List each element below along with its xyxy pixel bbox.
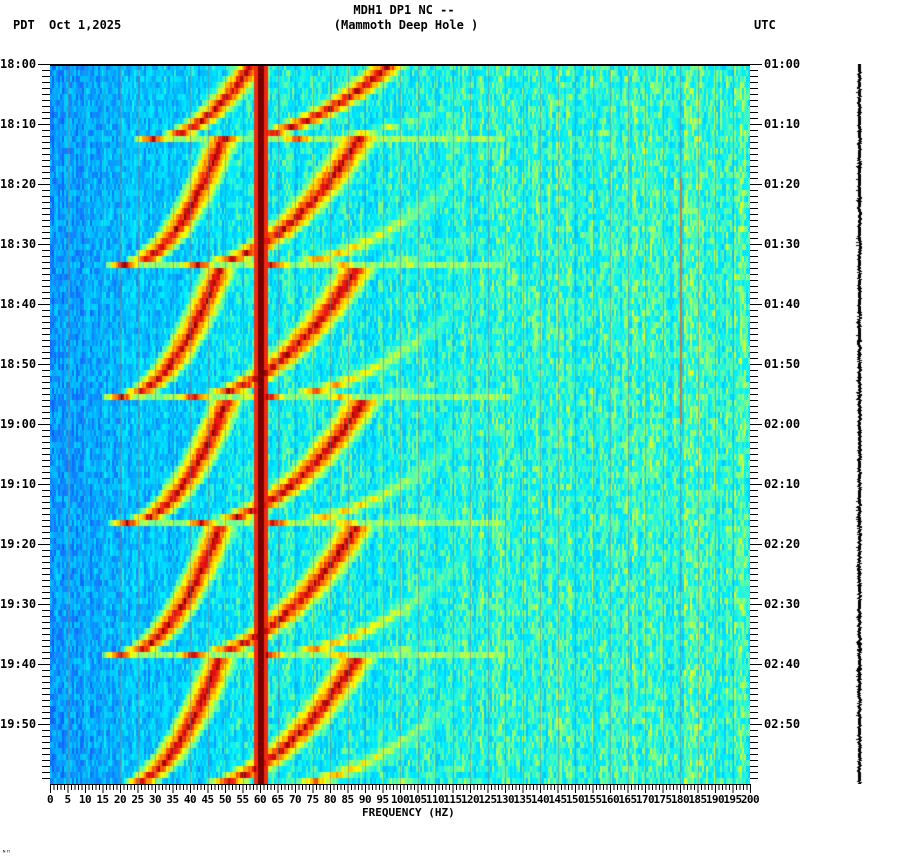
x-tick-label: 55 (236, 793, 249, 806)
x-tick-label: 45 (201, 793, 214, 806)
y-tick-label-left: 19:40 (0, 657, 37, 671)
x-tick-label: 40 (183, 793, 197, 806)
y-tick-label-right: 02:40 (764, 657, 801, 671)
x-tick-label: 5 (64, 793, 71, 806)
y-tick-label-left: 18:40 (0, 297, 37, 311)
y-tick-label-left: 18:00 (0, 57, 37, 71)
x-tick-label: 30 (148, 793, 162, 806)
y-tick-label-right: 02:10 (764, 477, 801, 491)
y-tick-label-right: 01:50 (764, 357, 801, 371)
x-tick-label: 60 (253, 793, 267, 806)
x-tick-label: 115 (443, 793, 462, 806)
x-tick-label: 145 (548, 793, 567, 806)
right-timezone-label: UTC (754, 18, 776, 32)
x-tick-label: 160 (600, 793, 620, 806)
x-tick-label: 190 (705, 793, 725, 806)
x-tick-label: 185 (688, 793, 707, 806)
y-tick-label-right: 01:30 (764, 237, 801, 251)
x-tick-label: 0 (46, 793, 54, 806)
y-tick-label-right: 01:40 (764, 297, 801, 311)
x-tick-label: 155 (583, 793, 602, 806)
y-tick-label-right: 02:20 (764, 537, 801, 551)
x-tick-label: 85 (341, 793, 354, 806)
y-tick-label-right: 02:50 (764, 717, 801, 731)
x-tick-label: 25 (131, 793, 144, 806)
x-tick-label: 125 (478, 793, 497, 806)
x-tick-label: 200 (740, 793, 760, 806)
x-tick-label: 80 (323, 793, 337, 806)
x-tick-label: 15 (96, 793, 109, 806)
x-tick-label: 140 (530, 793, 550, 806)
x-tick-label: 75 (306, 793, 319, 806)
y-tick-label-left: 18:30 (0, 237, 37, 251)
x-tick-label: 165 (618, 793, 637, 806)
x-tick-label: 35 (166, 793, 179, 806)
x-tick-label: 150 (565, 793, 585, 806)
y-tick-label-left: 19:50 (0, 717, 37, 731)
x-tick-label: 90 (358, 793, 372, 806)
x-tick-label: 50 (218, 793, 232, 806)
spectrogram-canvas (50, 64, 750, 784)
y-tick-label-right: 01:20 (764, 177, 801, 191)
station-title: MDH1 DP1 NC -- (353, 3, 455, 17)
y-tick-label-left: 19:30 (0, 597, 37, 611)
x-tick-label: 175 (653, 793, 672, 806)
x-tick-label: 70 (288, 793, 302, 806)
x-tick-label: 180 (670, 793, 690, 806)
x-tick-label: 105 (408, 793, 427, 806)
y-tick-label-right: 01:00 (764, 57, 801, 71)
y-tick-label-right: 01:10 (764, 117, 801, 131)
x-tick-label: 110 (425, 793, 445, 806)
x-tick-label: 170 (635, 793, 655, 806)
x-tick-label: 20 (113, 793, 127, 806)
x-tick-label: 100 (390, 793, 410, 806)
y-tick-label-left: 19:20 (0, 537, 37, 551)
y-tick-label-right: 02:30 (764, 597, 801, 611)
x-tick-label: 130 (495, 793, 515, 806)
x-tick-label: 135 (513, 793, 532, 806)
y-tick-label-left: 18:10 (0, 117, 37, 131)
footer-mark: ᴺᴴ (2, 849, 11, 857)
y-tick-label-left: 19:00 (0, 417, 37, 431)
seismogram-trace (850, 64, 870, 784)
date-label: Oct 1,2025 (49, 18, 122, 32)
y-tick-label-left: 18:50 (0, 357, 37, 371)
spectrogram-plot (50, 64, 750, 784)
y-tick-label-left: 18:20 (0, 177, 37, 191)
x-tick-label: 10 (78, 793, 92, 806)
station-name: (Mammoth Deep Hole ) (333, 18, 479, 32)
y-tick-label-right: 02:00 (764, 417, 801, 431)
y-tick-label-left: 19:10 (0, 477, 37, 491)
x-axis-title: FREQUENCY (HZ) (362, 806, 455, 819)
x-tick-label: 65 (271, 793, 284, 806)
x-tick-label: 95 (376, 793, 389, 806)
x-tick-label: 120 (460, 793, 480, 806)
x-tick-label: 195 (723, 793, 742, 806)
left-timezone-label: PDT (13, 18, 35, 32)
